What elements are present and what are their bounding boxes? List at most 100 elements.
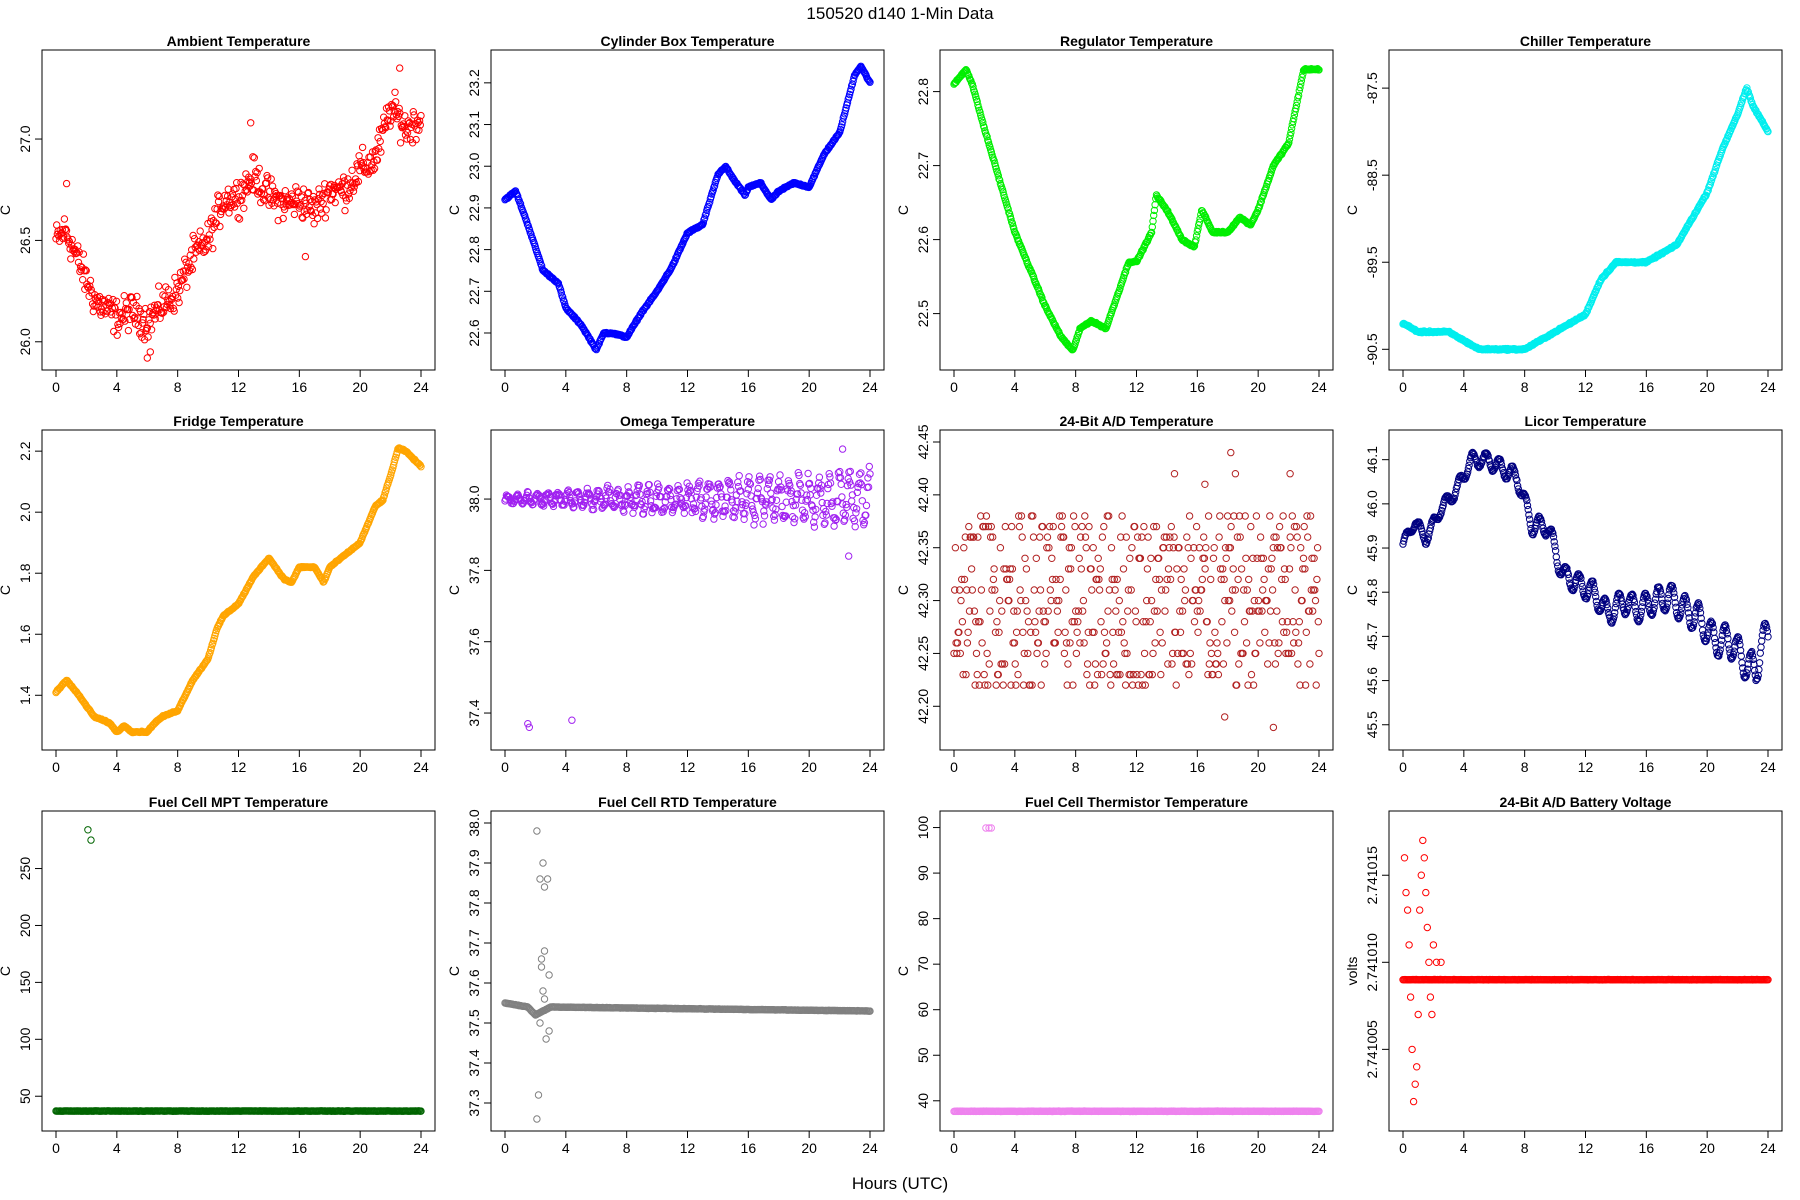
data-point <box>1148 670 1157 679</box>
data-point <box>147 326 156 334</box>
data-point <box>1102 639 1111 647</box>
data-point <box>571 497 579 505</box>
plot-frame <box>1388 49 1783 371</box>
data-point <box>1132 618 1140 626</box>
data-point <box>1295 618 1304 626</box>
data-point <box>1215 533 1223 541</box>
data-point <box>79 276 87 284</box>
data-point <box>1124 607 1132 615</box>
data-point <box>605 488 613 496</box>
x-tick-label: 16 <box>292 759 308 775</box>
data-point <box>993 618 1001 626</box>
data-point <box>159 291 167 299</box>
data-point <box>771 510 779 519</box>
data-point <box>689 500 698 508</box>
data-point <box>335 178 343 186</box>
data-point <box>382 123 390 132</box>
data-point <box>865 77 873 85</box>
data-point <box>1423 538 1431 546</box>
data-point <box>1764 633 1772 641</box>
data-point <box>822 511 831 519</box>
data-point <box>822 507 830 516</box>
data-point <box>1201 480 1209 488</box>
data-point <box>1189 596 1197 605</box>
data-point <box>1010 607 1018 615</box>
data-point <box>1615 590 1624 598</box>
data-point <box>699 512 707 521</box>
data-point <box>1720 622 1729 630</box>
data-point <box>297 201 305 209</box>
data-point <box>345 194 353 203</box>
data-point <box>1021 554 1029 562</box>
data-point <box>150 311 158 319</box>
data-point <box>696 477 704 485</box>
data-point <box>1150 607 1159 615</box>
data-point <box>998 607 1006 615</box>
data-point <box>401 131 410 139</box>
data-point <box>377 497 386 506</box>
data-point <box>1226 544 1235 552</box>
data-point <box>1211 628 1219 636</box>
data-point <box>322 206 330 214</box>
data-point <box>1637 607 1646 616</box>
data-point <box>1012 628 1021 636</box>
data-point <box>1632 607 1640 616</box>
data-point <box>1170 533 1178 541</box>
data-point <box>978 639 986 647</box>
data-point <box>278 194 286 202</box>
data-point <box>1525 511 1533 519</box>
data-point <box>62 179 71 188</box>
data-point <box>1159 544 1168 552</box>
data-point <box>711 508 719 517</box>
data-point <box>1147 228 1156 237</box>
data-point <box>61 226 69 234</box>
data-point <box>841 516 849 524</box>
data-point <box>831 516 840 524</box>
data-point <box>1729 650 1738 659</box>
data-point <box>1736 646 1745 655</box>
data-point <box>959 670 967 679</box>
data-point <box>1603 600 1611 609</box>
data-point <box>1015 522 1024 531</box>
data-point <box>1286 533 1294 541</box>
data-point <box>1235 660 1243 668</box>
data-point <box>1589 577 1597 585</box>
data-point <box>293 187 301 195</box>
plot-frame <box>41 49 436 371</box>
data-point <box>1185 670 1193 679</box>
data-point <box>1278 575 1286 584</box>
data-point <box>1056 575 1064 584</box>
data-point <box>224 185 233 193</box>
data-point <box>846 467 854 476</box>
data-points <box>501 62 874 354</box>
data-point <box>208 226 216 234</box>
data-point <box>1107 544 1116 552</box>
data-point <box>999 681 1007 689</box>
data-point <box>1240 586 1248 594</box>
data-point <box>315 185 323 193</box>
data-point <box>117 308 125 317</box>
data-point <box>720 508 729 516</box>
data-point <box>1164 207 1172 215</box>
data-point <box>267 175 275 183</box>
data-point <box>1684 604 1692 612</box>
data-point <box>1305 607 1313 615</box>
data-point <box>1449 495 1458 504</box>
data-point <box>991 586 999 594</box>
data-point <box>1294 660 1302 668</box>
data-point <box>1017 512 1026 520</box>
data-point <box>864 474 872 482</box>
data-point <box>1203 618 1211 626</box>
data-point <box>80 267 88 275</box>
data-point <box>1710 634 1719 643</box>
data-point <box>1283 618 1292 626</box>
data-point <box>112 297 121 305</box>
data-point <box>1006 212 1014 221</box>
data-point <box>707 193 715 201</box>
data-point <box>1007 215 1015 223</box>
data-points <box>950 65 1323 354</box>
data-point <box>1045 544 1053 552</box>
data-point <box>374 134 382 142</box>
data-point <box>1739 664 1747 672</box>
